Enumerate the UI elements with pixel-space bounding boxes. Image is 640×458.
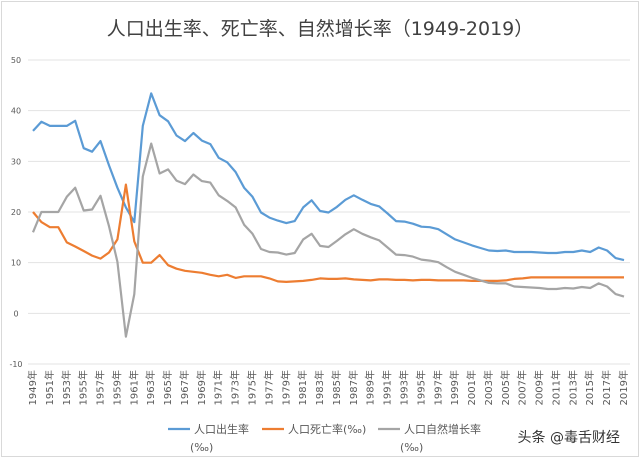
- watermark: 头条 @毒舌财经: [518, 429, 620, 446]
- x-tick-label: 2015年: [583, 370, 596, 405]
- y-tick-label: 30: [11, 157, 21, 166]
- x-tick-label: 1995年: [414, 370, 427, 405]
- x-tick-label: 1955年: [77, 370, 90, 405]
- x-tick-label: 1981年: [296, 370, 309, 405]
- x-tick-label: 1997年: [431, 370, 444, 405]
- x-tick-label: 1993年: [397, 370, 410, 405]
- x-tick-label: 2013年: [566, 370, 579, 405]
- x-tick-label: 1949年: [26, 370, 39, 405]
- x-tick-label: 1991年: [381, 370, 394, 405]
- x-tick-label: 2007年: [516, 370, 529, 405]
- x-tick-label: 1977年: [262, 370, 275, 405]
- y-tick-label: 40: [11, 107, 21, 116]
- x-tick-label: 2017年: [600, 370, 613, 405]
- series-line-2: [31, 142, 625, 338]
- x-tick-label: 1989年: [364, 370, 377, 405]
- legend-label-unit-0: (‰): [190, 441, 213, 454]
- x-tick-label: 1965年: [161, 370, 174, 405]
- x-tick-label: 1975年: [246, 370, 259, 405]
- x-tick-label: 1979年: [279, 370, 292, 405]
- x-tick-label: 2005年: [499, 370, 512, 405]
- x-tick-label: 1999年: [448, 370, 461, 405]
- x-tick-label: 1951年: [43, 370, 56, 405]
- legend-label-1: 人口死亡率(‰): [288, 422, 366, 436]
- y-tick-label: 10: [11, 259, 21, 268]
- x-tick-label: 2009年: [533, 370, 546, 405]
- x-tick-label: 2011年: [549, 370, 562, 405]
- x-tick-label: 1969年: [195, 370, 208, 405]
- x-tick-label: 1987年: [347, 370, 360, 405]
- x-tick-label: 1953年: [60, 370, 73, 405]
- x-tick-label: 1973年: [229, 370, 242, 405]
- x-tick-label: 2001年: [465, 370, 478, 405]
- chart-title: 人口出生率、死亡率、自然增长率（1949-2019）: [107, 18, 534, 40]
- x-tick-label: 1983年: [313, 370, 326, 405]
- series-line-0: [32, 92, 625, 262]
- legend-label-2: 人口自然增长率: [404, 422, 481, 436]
- x-tick-label: 1957年: [94, 370, 107, 405]
- x-tick-label: 1985年: [330, 370, 343, 405]
- y-tick-label: 20: [11, 208, 21, 217]
- series-line-1: [32, 183, 624, 283]
- x-tick-label: 1967年: [178, 370, 191, 405]
- legend-label-unit-2: (‰): [400, 441, 423, 454]
- x-tick-label: 1961年: [127, 370, 140, 405]
- y-tick-label: 0: [13, 309, 18, 318]
- x-tick-label: 2019年: [617, 370, 630, 405]
- y-tick-label: -10: [9, 360, 22, 369]
- y-tick-label: 50: [11, 56, 21, 65]
- x-tick-label: 1963年: [144, 370, 157, 405]
- x-tick-label: 1959年: [110, 370, 123, 405]
- x-tick-label: 2003年: [482, 370, 495, 405]
- legend-label-0: 人口出生率: [194, 422, 249, 436]
- x-tick-label: 1971年: [212, 370, 225, 405]
